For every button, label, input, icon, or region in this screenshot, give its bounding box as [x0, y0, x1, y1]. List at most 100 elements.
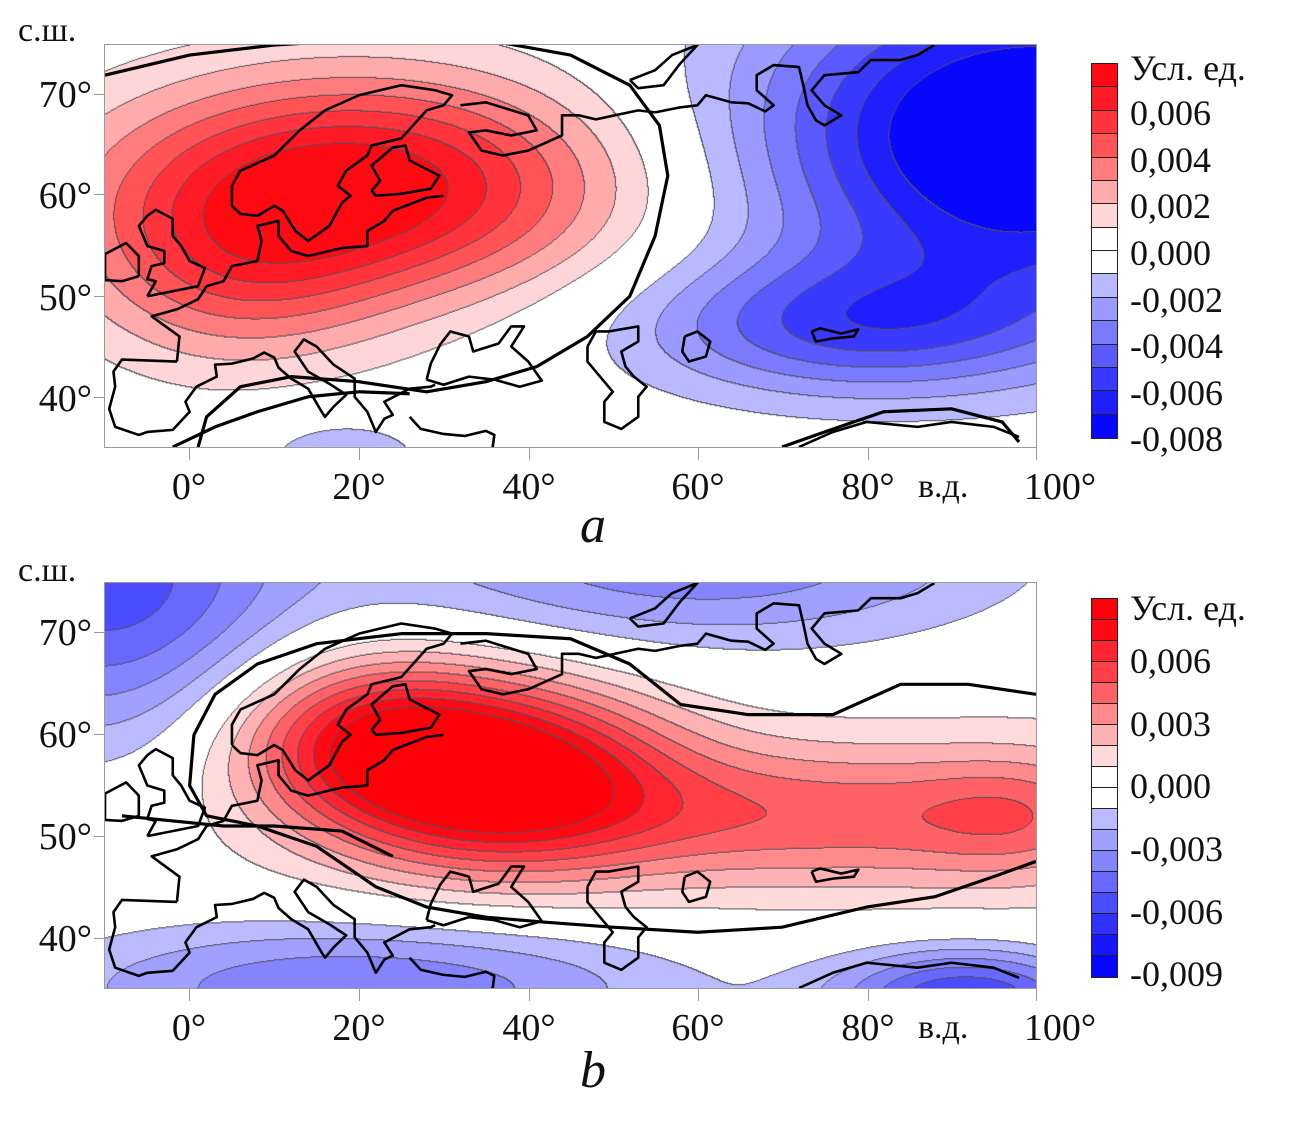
panel-letter: a [580, 497, 606, 554]
coastline [586, 325, 648, 431]
x-tick-mark [868, 989, 869, 1001]
x-tick-mark [359, 448, 360, 460]
coastline [460, 583, 936, 696]
coastline [230, 622, 454, 782]
coastline [230, 83, 454, 243]
colorbar-swatch [1092, 204, 1117, 228]
x-tick-label: 40° [502, 1007, 556, 1049]
colorbar-swatch [1092, 110, 1117, 135]
y-tick-label: 40° [38, 918, 92, 960]
colorbar-swatch [1092, 599, 1117, 620]
colorbar-swatch [1092, 809, 1117, 830]
x-tick-label: 0° [171, 466, 207, 508]
x-tick-mark [1036, 448, 1037, 460]
colorbar-swatch [1092, 321, 1117, 345]
colorbar-swatch [1092, 725, 1117, 746]
y-tick-mark [94, 296, 104, 297]
x-tick-label: 40° [502, 466, 556, 508]
zero-contour [188, 632, 1036, 934]
colorbar-swatch [1092, 851, 1117, 872]
x-tick-label: 60° [671, 1007, 725, 1049]
y-tick-mark [94, 94, 104, 95]
x-tick-label: 20° [332, 1007, 386, 1049]
colorbar-swatch [1092, 367, 1117, 392]
coastline [586, 865, 648, 972]
colorbar-label: -0,008 [1130, 419, 1223, 459]
lat-unit-label: с.ш. [18, 552, 77, 589]
panel-b: с.ш. 70° 60° 50° 40° 0° 20° 40° 60° 80° … [0, 540, 1289, 1122]
panel-letter: b [580, 1042, 606, 1099]
map-plot-area [104, 44, 1037, 448]
y-tick-mark [94, 397, 104, 398]
coastline [408, 956, 496, 988]
coastline [105, 781, 141, 823]
y-tick-mark [94, 836, 104, 837]
x-tick-label: 100° [1023, 466, 1097, 508]
colorbar-swatch [1092, 414, 1117, 438]
coastline [680, 330, 712, 363]
colorbar-title: Усл. ед. [1130, 588, 1246, 628]
panel-a: с.ш. 70° 60° 50° 40° 0° 20° 40° 60° 80° … [0, 0, 1289, 554]
colorbar-swatch [1092, 134, 1117, 158]
x-tick-mark [1036, 989, 1037, 1001]
lat-unit-label: с.ш. [18, 12, 77, 49]
y-tick-label: 60° [38, 175, 92, 217]
map-plot-area [104, 582, 1037, 989]
colorbar-label: 0,004 [1130, 140, 1211, 180]
x-tick-label: 80° [841, 466, 895, 508]
colorbar [1091, 598, 1118, 978]
colorbar-label: -0,004 [1130, 326, 1223, 366]
zero-contour [121, 814, 394, 858]
colorbar-swatch [1092, 620, 1117, 641]
colorbar-label: -0,006 [1130, 892, 1223, 932]
y-tick-mark [94, 194, 104, 195]
colorbar-swatch [1092, 704, 1117, 725]
colorbar-label: 0,000 [1130, 233, 1211, 273]
colorbar-swatch [1092, 893, 1117, 914]
x-tick-mark [189, 989, 190, 1001]
colorbar-swatch [1092, 64, 1117, 88]
coastline [460, 45, 936, 157]
coastline [150, 194, 444, 362]
colorbar-swatch [1092, 830, 1117, 851]
x-tick-label: 60° [671, 466, 725, 508]
colorbar-swatch [1092, 251, 1117, 275]
colorbar-swatch [1092, 746, 1117, 767]
coastline [798, 420, 1020, 447]
colorbar-title: Усл. ед. [1130, 48, 1246, 88]
colorbar-swatch [1092, 344, 1117, 368]
colorbar-label: -0,002 [1130, 280, 1223, 320]
zero-contour [105, 45, 670, 447]
x-tick-label: 80° [841, 1007, 895, 1049]
colorbar-swatch [1092, 872, 1117, 893]
contour-overlay [105, 583, 1036, 988]
colorbar-swatch [1092, 767, 1117, 788]
y-tick-mark [94, 938, 104, 939]
colorbar-label: 0,006 [1130, 93, 1211, 133]
colorbar-label: 0,002 [1130, 186, 1211, 226]
coastline [425, 865, 544, 929]
colorbar-swatch [1092, 914, 1117, 935]
y-tick-label: 70° [38, 74, 92, 116]
coastline [150, 733, 444, 903]
y-tick-label: 70° [38, 612, 92, 654]
zero-contour [781, 407, 1021, 447]
coastline [370, 683, 441, 737]
coastline [628, 583, 699, 628]
zero-contour [172, 390, 410, 447]
y-tick-label: 60° [38, 714, 92, 756]
coastline [105, 241, 141, 283]
coastline [680, 870, 712, 904]
colorbar-swatch [1092, 157, 1117, 181]
coastline [798, 961, 1020, 988]
lon-unit-label: в.д. [918, 1009, 969, 1046]
colorbar-swatch [1092, 662, 1117, 683]
colorbar-swatch [1092, 274, 1117, 298]
x-tick-label: 0° [171, 1007, 207, 1049]
y-tick-label: 50° [38, 277, 92, 319]
x-tick-mark [868, 448, 869, 460]
contour-overlay [105, 45, 1021, 447]
colorbar-swatch [1092, 641, 1117, 662]
colorbar [1091, 63, 1118, 439]
x-tick-mark [698, 448, 699, 460]
